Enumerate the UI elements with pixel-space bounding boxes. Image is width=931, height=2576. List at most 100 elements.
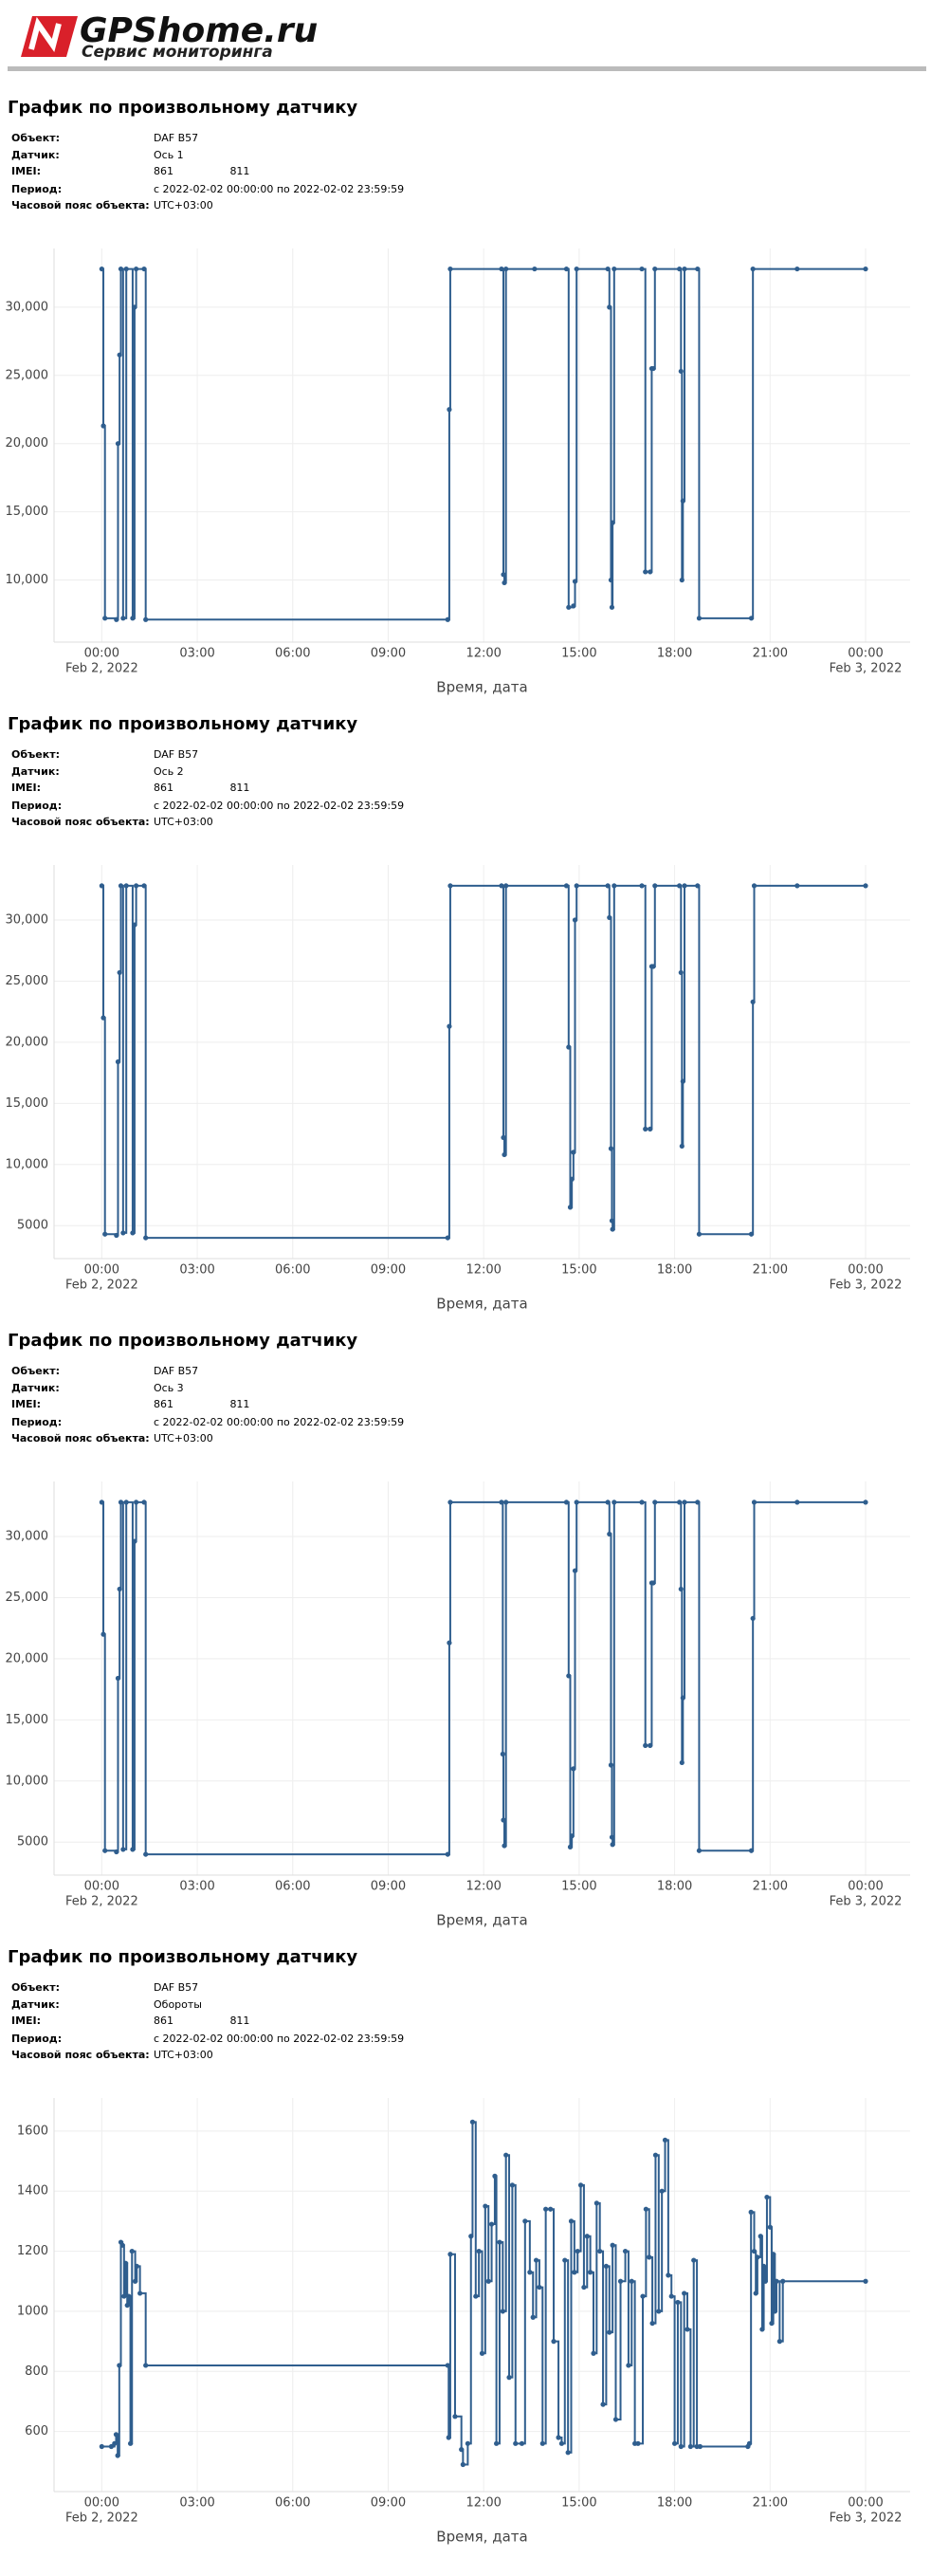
info-label: IMEI: <box>11 2015 41 2027</box>
data-point <box>566 604 572 610</box>
y-tick-label: 25,000 <box>6 368 49 382</box>
data-point <box>459 2447 465 2453</box>
data-point <box>123 266 129 272</box>
data-point <box>794 266 800 272</box>
data-point <box>483 2203 488 2209</box>
data-point <box>502 1151 507 1158</box>
data-point <box>668 2293 674 2299</box>
data-point <box>643 2206 648 2212</box>
data-point <box>652 1500 658 1505</box>
data-point <box>122 2260 129 2266</box>
data-point <box>551 2339 557 2345</box>
data-point <box>588 2270 593 2275</box>
data-point <box>571 603 576 609</box>
data-point <box>133 2278 138 2284</box>
data-point <box>500 1751 505 1757</box>
data-point <box>572 1568 578 1573</box>
data-point <box>479 2350 485 2356</box>
data-point <box>780 2278 786 2284</box>
data-point <box>648 569 653 575</box>
data-point <box>117 1586 122 1592</box>
data-point <box>678 969 684 976</box>
data-point <box>863 883 868 889</box>
data-point <box>750 266 756 272</box>
data-point <box>572 579 578 584</box>
data-point <box>113 2432 119 2438</box>
data-point <box>445 2363 450 2368</box>
x-tick-label: 03:00 <box>179 647 214 661</box>
x-axis-title: Время, дата <box>436 679 527 696</box>
y-tick-label: 5000 <box>17 1835 48 1849</box>
data-point <box>650 365 656 372</box>
data-point <box>671 2440 678 2446</box>
data-point <box>682 2291 687 2296</box>
x-tick-label: 21:00 <box>753 1263 788 1278</box>
info-value: UTC+03:00 <box>154 816 213 828</box>
data-point <box>123 1500 129 1505</box>
data-point <box>603 2263 610 2270</box>
data-point <box>571 1150 576 1155</box>
data-point <box>499 266 504 272</box>
data-point <box>682 883 687 889</box>
x-tick-label: 12:00 <box>466 2496 501 2511</box>
data-point <box>130 616 136 621</box>
data-point <box>610 1226 615 1232</box>
data-point <box>691 2257 697 2263</box>
data-point <box>695 266 701 272</box>
data-point <box>639 266 645 272</box>
data-point <box>748 1848 755 1853</box>
data-point <box>527 2270 533 2275</box>
data-point <box>503 1500 509 1505</box>
data-point <box>643 569 648 575</box>
data-point <box>568 2218 575 2224</box>
data-point <box>134 1500 139 1505</box>
data-point <box>500 2309 505 2314</box>
y-tick-label: 10,000 <box>6 1774 49 1788</box>
data-point <box>626 2363 631 2368</box>
x-date-label: Feb 3, 2022 <box>830 662 903 676</box>
data-point <box>143 1851 149 1857</box>
data-point <box>652 266 658 272</box>
data-point <box>696 616 703 621</box>
data-point <box>492 2173 498 2179</box>
x-tick-label: 21:00 <box>753 1880 788 1894</box>
data-point <box>118 266 124 272</box>
data-point <box>114 1232 119 1239</box>
data-point <box>126 2293 132 2299</box>
y-tick-label: 1400 <box>17 2184 48 2199</box>
data-point <box>513 2440 519 2446</box>
data-point <box>143 616 149 622</box>
data-point <box>682 1500 687 1505</box>
data-point <box>662 2137 668 2143</box>
data-point <box>575 2248 580 2254</box>
data-point <box>608 1146 614 1151</box>
data-point <box>537 2284 542 2291</box>
data-point <box>666 2272 671 2278</box>
data-point <box>650 1580 656 1586</box>
data-point <box>567 1205 574 1210</box>
data-point <box>562 2257 568 2263</box>
y-tick-label: 15,000 <box>6 1096 49 1111</box>
data-point <box>677 883 683 889</box>
data-point <box>569 1833 575 1839</box>
data-point <box>566 1044 572 1050</box>
data-point <box>494 2440 500 2446</box>
info-value: с 2022-02-02 00:00:00 по 2022-02-02 23:5… <box>154 1416 404 1428</box>
data-point <box>680 1695 685 1701</box>
x-tick-label: 06:00 <box>275 647 310 661</box>
data-point <box>750 1615 756 1621</box>
report-title: График по произвольному датчику <box>8 1947 357 1967</box>
data-point <box>677 266 683 272</box>
x-tick-label: 12:00 <box>466 1263 501 1278</box>
data-point <box>556 2435 561 2440</box>
data-point <box>503 883 509 889</box>
data-point <box>652 883 658 889</box>
data-point <box>605 266 611 272</box>
y-tick-label: 15,000 <box>6 505 49 519</box>
data-point <box>649 2320 655 2327</box>
y-tick-label: 800 <box>25 2364 48 2379</box>
data-point <box>503 266 509 272</box>
x-tick-label: 12:00 <box>466 1880 501 1894</box>
x-tick-label: 00:00 <box>84 647 119 661</box>
data-point <box>137 2291 143 2296</box>
